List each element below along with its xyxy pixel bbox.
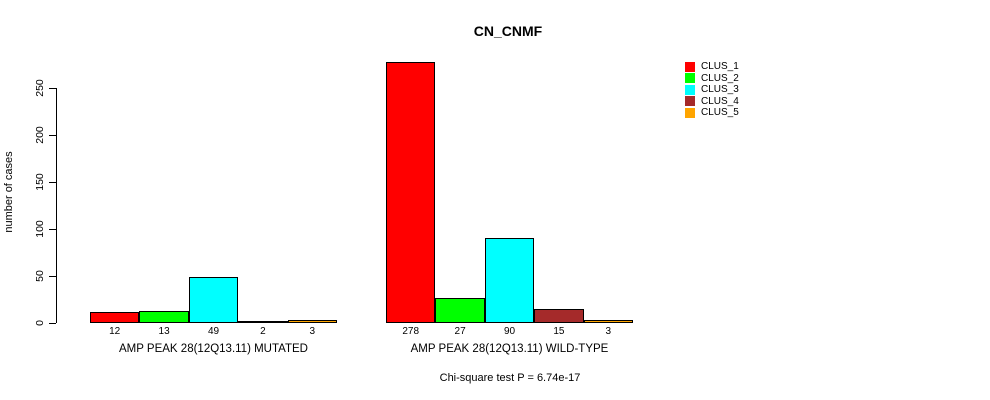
- legend-label: CLUS_4: [701, 95, 739, 107]
- legend-label: CLUS_2: [701, 72, 739, 84]
- group-label: AMP PEAK 28(12Q13.11) WILD-TYPE: [410, 343, 609, 355]
- bar-CLUS_2: [435, 297, 485, 323]
- bar-CLUS_5: [583, 320, 633, 323]
- y-axis-line: [56, 88, 57, 323]
- bar-value-label: 12: [109, 326, 121, 337]
- legend-swatch: [685, 107, 695, 118]
- legend-item: CLUS_5: [685, 107, 739, 119]
- y-tick: [49, 135, 56, 136]
- bar-value-label: 49: [207, 326, 220, 337]
- legend-item: CLUS_3: [685, 84, 739, 96]
- y-tick: [49, 229, 56, 230]
- chi-square-note: Chi-square test P = 6.74e-17: [439, 372, 581, 384]
- y-tick: [49, 88, 56, 89]
- y-tick-label: 150: [34, 173, 46, 191]
- legend-item: CLUS_4: [685, 96, 739, 108]
- bar-CLUS_1: [90, 311, 140, 323]
- bar-CLUS_2: [139, 310, 189, 323]
- y-tick: [49, 276, 56, 277]
- bar-value-label: 13: [158, 326, 170, 337]
- bar-CLUS_3: [484, 238, 535, 323]
- legend-swatch: [685, 61, 695, 72]
- y-tick: [49, 323, 56, 324]
- legend-item: CLUS_2: [685, 73, 739, 85]
- bar-value-label: 3: [605, 326, 612, 337]
- group-label: AMP PEAK 28(12Q13.11) MUTATED: [119, 343, 308, 355]
- y-axis-label: number of cases: [3, 151, 15, 233]
- chart-title: CN_CNMF: [473, 23, 543, 39]
- bar-CLUS_4: [238, 321, 288, 324]
- legend-label: CLUS_5: [701, 107, 739, 119]
- legend-label: CLUS_1: [701, 61, 739, 73]
- legend-swatch: [685, 73, 695, 84]
- y-tick-label: 250: [34, 79, 46, 97]
- bar-CLUS_1: [386, 61, 436, 323]
- bar-CLUS_5: [287, 320, 337, 323]
- y-tick: [49, 182, 56, 183]
- bar-value-label: 2: [260, 326, 266, 337]
- bar-CLUS_3: [188, 276, 239, 323]
- legend-label: CLUS_3: [701, 84, 739, 96]
- legend-item: CLUS_1: [685, 61, 739, 73]
- y-tick-label: 50: [34, 270, 46, 282]
- y-tick-label: 100: [34, 220, 46, 238]
- legend-swatch: [685, 96, 695, 107]
- bar-value-label: 90: [503, 326, 516, 337]
- bar-value-label: 3: [309, 326, 316, 337]
- y-tick-label: 0: [34, 320, 46, 326]
- y-tick-label: 200: [34, 126, 46, 144]
- legend-swatch: [685, 84, 695, 95]
- legend: CLUS_1 CLUS_2 CLUS_3 CLUS_4 CLUS_5: [685, 61, 739, 119]
- bar-CLUS_4: [534, 308, 584, 323]
- bar-value-label: 15: [553, 326, 565, 337]
- bar-value-label: 278: [402, 326, 420, 337]
- bar-value-label: 27: [454, 326, 466, 337]
